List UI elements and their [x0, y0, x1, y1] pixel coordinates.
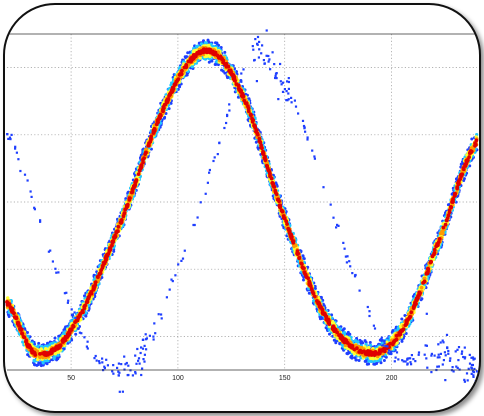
density-point: [74, 332, 78, 336]
chart-frame: 50 100 150 200: [3, 3, 481, 413]
density-point: [44, 347, 48, 351]
density-band: [5, 38, 479, 368]
density-point: [470, 137, 474, 141]
density-point: [382, 359, 386, 362]
density-point: [302, 278, 305, 282]
density-point: [36, 344, 40, 348]
density-point: [167, 107, 171, 111]
density-point: [334, 341, 338, 345]
density-point: [365, 362, 369, 366]
density-point: [363, 339, 367, 343]
density-point: [319, 295, 323, 299]
density-point: [36, 363, 40, 367]
density-point: [350, 356, 354, 360]
density-point: [400, 317, 404, 321]
density-point: [53, 336, 57, 340]
chart-plot: 50 100 150 200: [5, 29, 479, 393]
density-point: [37, 341, 41, 345]
density-point: [420, 297, 424, 301]
density-point: [419, 285, 424, 290]
density-point: [178, 85, 182, 89]
density-point: [206, 38, 210, 42]
density-point: [346, 330, 350, 334]
density-point: [368, 341, 372, 344]
density-point: [357, 359, 361, 362]
density-point: [354, 358, 358, 362]
density-point: [332, 338, 336, 342]
density-point: [56, 350, 60, 354]
density-point: [223, 50, 227, 54]
density-point: [345, 352, 349, 355]
density-point: [254, 140, 258, 144]
density-point: [186, 51, 190, 55]
density-point: [459, 162, 463, 166]
density-point: [41, 361, 45, 365]
density-point: [356, 340, 360, 344]
density-point: [6, 296, 10, 300]
density-point: [204, 41, 208, 45]
density-point: [379, 361, 383, 365]
density-point: [363, 359, 367, 363]
density-point: [226, 75, 229, 79]
density-point: [33, 363, 37, 367]
density-point: [221, 69, 225, 73]
density-point: [26, 331, 29, 334]
